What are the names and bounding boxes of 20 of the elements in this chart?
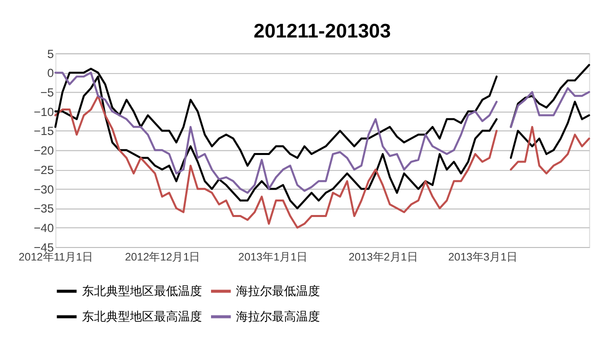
legend-label: 海拉尔最低温度 (236, 284, 320, 298)
legend-label: 东北典型地区最低温度 (82, 284, 202, 298)
y-tick-label: −25 (34, 162, 54, 177)
legend-label: 海拉尔最高温度 (236, 310, 320, 324)
x-tick-label: 2012年11月1日 (18, 251, 94, 264)
y-tick-label: 5 (47, 46, 54, 61)
y-tick-label: 0 (47, 66, 54, 80)
y-tick-label: −10 (34, 104, 54, 119)
y-tick-label: −15 (34, 124, 54, 138)
y-tick-label: −35 (34, 202, 54, 216)
x-tick-label: 2013年3月1日 (448, 251, 518, 264)
y-tick-label: −40 (34, 221, 54, 236)
y-tick-label: −30 (34, 182, 54, 196)
legend-label: 东北典型地区最高温度 (82, 310, 202, 324)
x-tick-label: 2012年12月1日 (124, 251, 200, 264)
y-tick-label: −5 (40, 86, 54, 100)
x-tick-label: 2013年1月1日 (238, 251, 308, 264)
chart-title: 201211-201303 (254, 20, 391, 42)
y-tick-label: −20 (34, 144, 54, 158)
x-tick-label: 2013年2月1日 (348, 251, 418, 264)
